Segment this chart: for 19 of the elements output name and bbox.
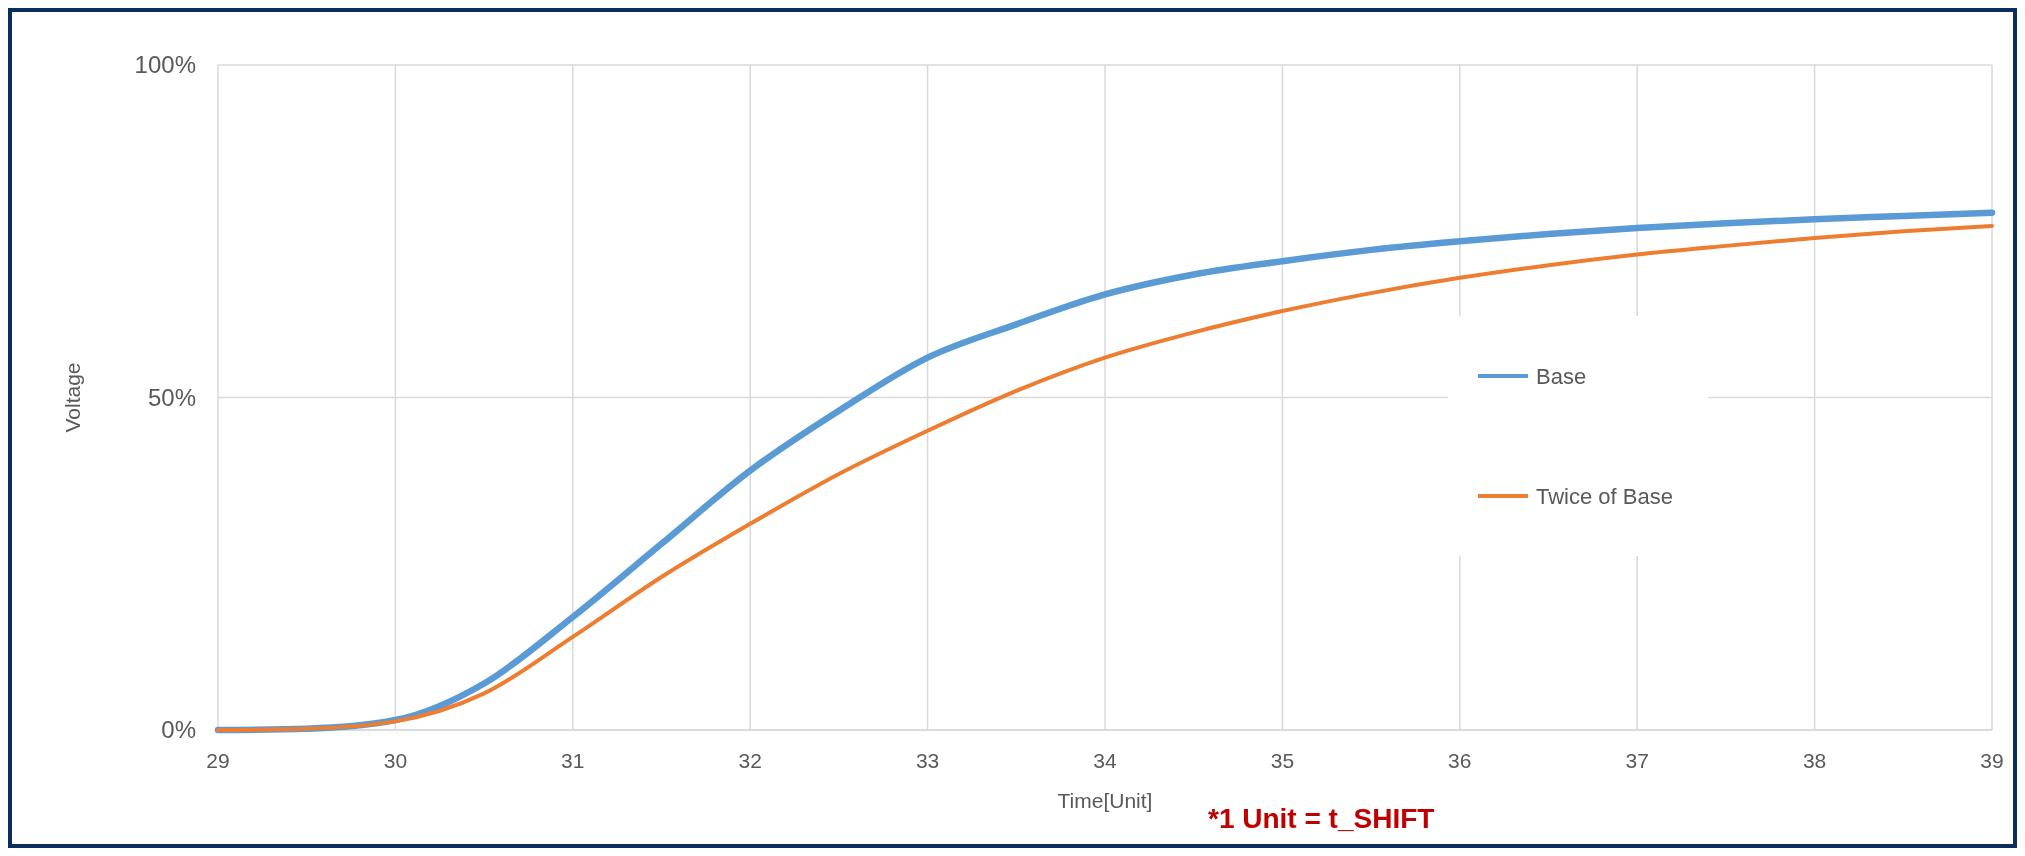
x-tick-label: 37 <box>1625 749 1649 772</box>
text: *1 Unit = t_SHIFT <box>1208 803 1435 834</box>
x-tick-label: 33 <box>915 749 940 772</box>
y-tick-label: 50% <box>147 383 196 411</box>
x-tick-label: 36 <box>1448 749 1472 772</box>
x-tick-label: 30 <box>383 749 408 772</box>
x-tick-label: 29 <box>206 749 230 772</box>
x-tick-label: 31 <box>561 749 585 772</box>
y-tick-label: 100% <box>134 51 196 78</box>
legend-label: Twice of Base <box>1536 484 1673 509</box>
legend-label: Base <box>1536 364 1587 389</box>
x-tick-label: 34 <box>1093 749 1117 772</box>
x-axis-title: Time[Unit] <box>1057 789 1153 812</box>
x-tick-label: 39 <box>1980 749 2004 772</box>
x-tick-label: 35 <box>1270 749 1295 772</box>
y-axis-title: Voltage <box>61 362 84 433</box>
x-tick-label: 38 <box>1802 749 1827 772</box>
x-tick-label: 32 <box>738 749 762 772</box>
y-tick-label: 0% <box>161 716 196 743</box>
